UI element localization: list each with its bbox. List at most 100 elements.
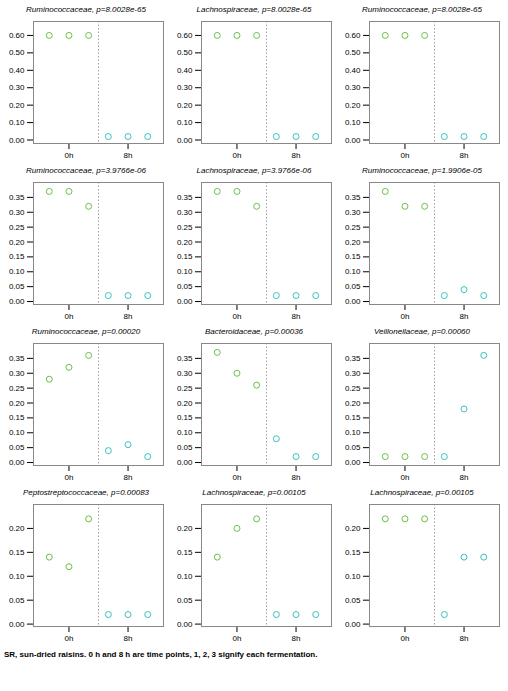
svg-text:0.15: 0.15 (177, 548, 193, 557)
svg-text:0h: 0h (233, 634, 242, 643)
svg-text:0.10: 0.10 (345, 572, 361, 581)
svg-text:0.15: 0.15 (9, 548, 25, 557)
svg-text:0.35: 0.35 (177, 193, 193, 202)
svg-text:8h: 8h (292, 151, 301, 160)
svg-text:0.00: 0.00 (345, 136, 361, 145)
svg-text:0.60: 0.60 (345, 31, 361, 40)
svg-text:0.40: 0.40 (177, 66, 193, 75)
svg-text:0.00: 0.00 (345, 458, 361, 467)
svg-text:0.30: 0.30 (9, 369, 25, 378)
svg-text:0.35: 0.35 (345, 354, 361, 363)
svg-text:0.15: 0.15 (345, 252, 361, 261)
svg-text:0.10: 0.10 (345, 267, 361, 276)
svg-text:0.50: 0.50 (9, 48, 25, 57)
svg-text:0.10: 0.10 (9, 428, 25, 437)
svg-text:0.20: 0.20 (9, 524, 25, 533)
svg-text:0.00: 0.00 (9, 297, 25, 306)
svg-text:8h: 8h (124, 312, 133, 321)
svg-text:0.20: 0.20 (177, 238, 193, 247)
svg-text:0.30: 0.30 (177, 369, 193, 378)
svg-text:0.10: 0.10 (177, 118, 193, 127)
svg-text:0.15: 0.15 (9, 413, 25, 422)
svg-text:0.00: 0.00 (9, 620, 25, 629)
svg-text:0.20: 0.20 (9, 238, 25, 247)
svg-text:8h: 8h (460, 634, 469, 643)
svg-text:8h: 8h (460, 473, 469, 482)
svg-text:0.05: 0.05 (9, 596, 25, 605)
svg-text:0.25: 0.25 (177, 223, 193, 232)
svg-text:0.40: 0.40 (9, 66, 25, 75)
svg-text:8h: 8h (292, 473, 301, 482)
svg-text:0.20: 0.20 (9, 101, 25, 110)
svg-text:8h: 8h (124, 634, 133, 643)
svg-text:0.10: 0.10 (177, 572, 193, 581)
svg-text:0h: 0h (233, 473, 242, 482)
svg-text:0.20: 0.20 (9, 399, 25, 408)
svg-text:0.00: 0.00 (177, 458, 193, 467)
svg-text:0.40: 0.40 (345, 66, 361, 75)
svg-text:0.20: 0.20 (345, 238, 361, 247)
svg-text:0.10: 0.10 (345, 118, 361, 127)
svg-text:8h: 8h (292, 312, 301, 321)
svg-text:0h: 0h (233, 312, 242, 321)
svg-text:8h: 8h (124, 473, 133, 482)
svg-text:0.50: 0.50 (345, 48, 361, 57)
svg-text:8h: 8h (292, 634, 301, 643)
svg-text:0.00: 0.00 (177, 297, 193, 306)
svg-text:0.30: 0.30 (345, 369, 361, 378)
svg-text:0.05: 0.05 (345, 282, 361, 291)
svg-text:0.25: 0.25 (177, 384, 193, 393)
svg-text:0.05: 0.05 (177, 282, 193, 291)
svg-text:0.10: 0.10 (345, 428, 361, 437)
svg-text:0h: 0h (65, 473, 74, 482)
svg-text:0.30: 0.30 (177, 83, 193, 92)
svg-text:0h: 0h (401, 312, 410, 321)
svg-text:0.10: 0.10 (9, 118, 25, 127)
svg-text:0.25: 0.25 (345, 223, 361, 232)
svg-text:0.10: 0.10 (177, 267, 193, 276)
svg-text:0h: 0h (401, 473, 410, 482)
svg-text:0.15: 0.15 (9, 252, 25, 261)
svg-text:8h: 8h (460, 151, 469, 160)
svg-text:0h: 0h (65, 151, 74, 160)
svg-text:0h: 0h (65, 312, 74, 321)
svg-text:0.30: 0.30 (345, 83, 361, 92)
svg-text:0h: 0h (233, 151, 242, 160)
svg-text:0.05: 0.05 (345, 596, 361, 605)
svg-text:0.15: 0.15 (345, 413, 361, 422)
svg-text:0.00: 0.00 (177, 620, 193, 629)
svg-text:0.35: 0.35 (345, 193, 361, 202)
svg-text:0.30: 0.30 (9, 208, 25, 217)
svg-text:0.05: 0.05 (9, 282, 25, 291)
svg-text:0h: 0h (65, 634, 74, 643)
svg-text:0.30: 0.30 (345, 208, 361, 217)
svg-text:0.20: 0.20 (345, 101, 361, 110)
svg-text:0.25: 0.25 (9, 223, 25, 232)
svg-text:0.20: 0.20 (177, 101, 193, 110)
svg-text:0.30: 0.30 (177, 208, 193, 217)
svg-text:0.50: 0.50 (177, 48, 193, 57)
svg-text:0.00: 0.00 (177, 136, 193, 145)
svg-text:0.15: 0.15 (177, 252, 193, 261)
svg-text:0h: 0h (401, 634, 410, 643)
svg-text:0.05: 0.05 (345, 443, 361, 452)
svg-text:0.15: 0.15 (177, 413, 193, 422)
svg-text:0.35: 0.35 (9, 354, 25, 363)
svg-text:0.10: 0.10 (9, 267, 25, 276)
svg-text:8h: 8h (124, 151, 133, 160)
svg-text:0.00: 0.00 (345, 620, 361, 629)
svg-text:0.15: 0.15 (345, 548, 361, 557)
svg-text:0h: 0h (401, 151, 410, 160)
svg-text:0.05: 0.05 (9, 443, 25, 452)
svg-text:0.10: 0.10 (177, 428, 193, 437)
svg-text:0.25: 0.25 (9, 384, 25, 393)
svg-text:0.20: 0.20 (345, 524, 361, 533)
svg-text:0.10: 0.10 (9, 572, 25, 581)
svg-text:8h: 8h (460, 312, 469, 321)
svg-text:0.35: 0.35 (9, 193, 25, 202)
svg-text:0.30: 0.30 (9, 83, 25, 92)
svg-text:0.20: 0.20 (177, 399, 193, 408)
svg-text:0.25: 0.25 (345, 384, 361, 393)
svg-text:0.60: 0.60 (9, 31, 25, 40)
svg-text:0.05: 0.05 (177, 596, 193, 605)
